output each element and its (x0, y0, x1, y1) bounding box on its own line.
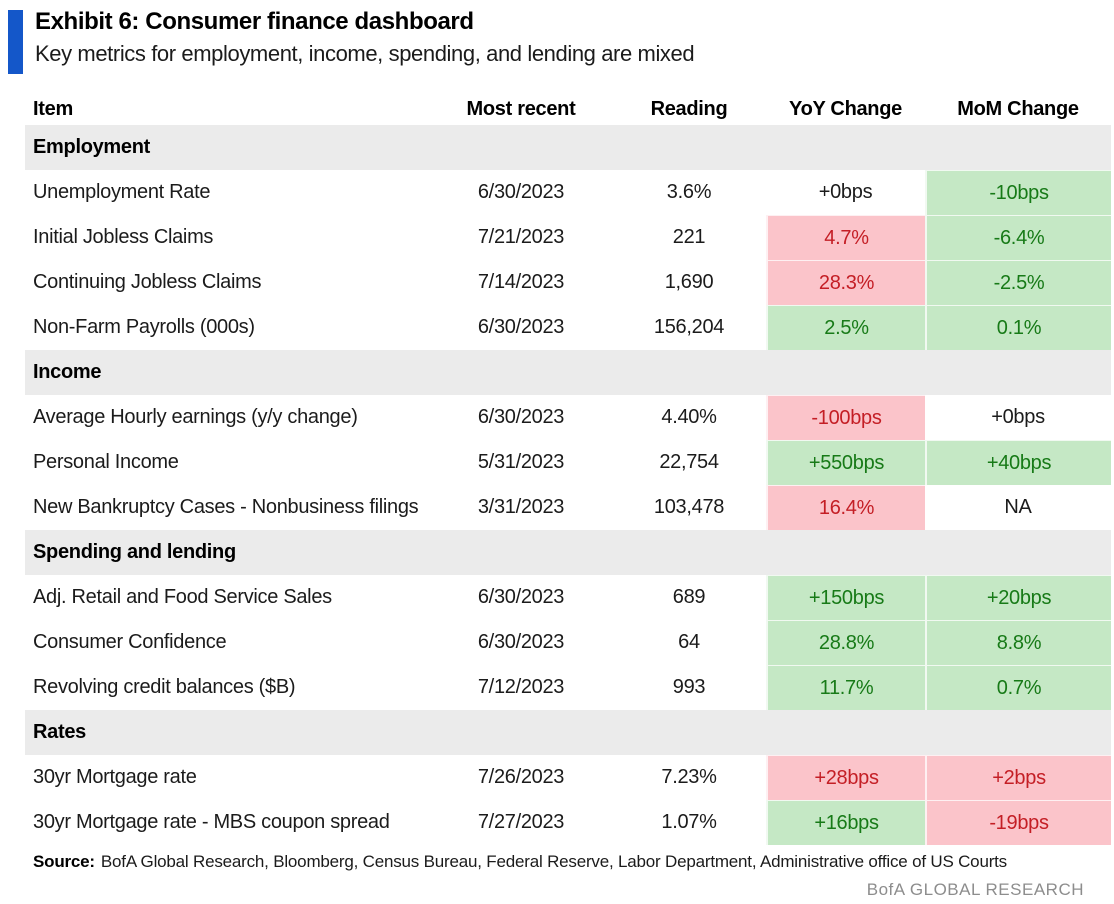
yoy-change-cell: 2.5% (766, 305, 925, 350)
table-row: Consumer Confidence 6/30/2023 64 28.8% 8… (25, 620, 1111, 665)
most-recent-cell: 7/26/2023 (477, 766, 565, 788)
reading-cell: 7.23% (661, 766, 717, 788)
mom-change-cell: +20bps (925, 575, 1111, 620)
mom-change-cell: -6.4% (925, 215, 1111, 260)
mom-change-cell: 8.8% (925, 620, 1111, 665)
item-cell: Revolving credit balances ($B) (33, 676, 296, 698)
most-recent-cell: 6/30/2023 (477, 316, 565, 338)
column-header-item: Item (33, 97, 73, 120)
mom-change-cell: +40bps (925, 440, 1111, 485)
yoy-change-cell: 4.7% (766, 215, 925, 260)
item-cell: 30yr Mortgage rate (33, 766, 197, 788)
item-cell: New Bankruptcy Cases - Nonbusiness filin… (33, 496, 419, 518)
section-row-spending-lending: Spending and lending (25, 530, 1111, 575)
yoy-change-cell: +0bps (818, 181, 873, 203)
yoy-change-cell: 28.8% (766, 620, 925, 665)
reading-cell: 64 (678, 631, 700, 653)
mom-change-cell: 0.1% (925, 305, 1111, 350)
table-row: Revolving credit balances ($B) 7/12/2023… (25, 665, 1111, 710)
section-row-income: Income (25, 350, 1111, 395)
section-label: Employment (25, 125, 1111, 170)
mom-change-cell: +2bps (925, 755, 1111, 800)
most-recent-cell: 6/30/2023 (477, 181, 565, 203)
most-recent-cell: 6/30/2023 (477, 586, 565, 608)
yoy-change-cell: -100bps (766, 395, 925, 440)
item-cell: Initial Jobless Claims (33, 226, 214, 248)
yoy-change-cell: 16.4% (766, 485, 925, 530)
mom-change-cell: -2.5% (925, 260, 1111, 305)
table-row: Continuing Jobless Claims 7/14/2023 1,69… (25, 260, 1111, 305)
item-cell: Unemployment Rate (33, 181, 211, 203)
item-cell: Adj. Retail and Food Service Sales (33, 586, 332, 608)
table-row: Personal Income 5/31/2023 22,754 +550bps… (25, 440, 1111, 485)
table-row: New Bankruptcy Cases - Nonbusiness filin… (25, 485, 1111, 530)
most-recent-cell: 7/27/2023 (477, 811, 565, 833)
reading-cell: 156,204 (653, 316, 725, 338)
yoy-change-cell: +150bps (766, 575, 925, 620)
most-recent-cell: 6/30/2023 (477, 406, 565, 428)
table-row: 30yr Mortgage rate 7/26/2023 7.23% +28bp… (25, 755, 1111, 800)
most-recent-cell: 5/31/2023 (477, 451, 565, 473)
reading-cell: 4.40% (661, 406, 717, 428)
reading-cell: 1.07% (661, 811, 717, 833)
reading-cell: 1,690 (664, 271, 714, 293)
reading-cell: 3.6% (666, 181, 712, 203)
mom-change-cell: -19bps (925, 800, 1111, 845)
dashboard-table: Item Most recent Reading YoY Change MoM … (25, 93, 1111, 845)
reading-cell: 103,478 (653, 496, 725, 518)
reading-cell: 22,754 (659, 451, 719, 473)
mom-change-cell: NA (1004, 496, 1032, 518)
section-label: Income (25, 350, 1111, 395)
source-line: Source: BofA Global Research, Bloomberg, … (33, 852, 1084, 872)
table-row: Adj. Retail and Food Service Sales 6/30/… (25, 575, 1111, 620)
exhibit-title: Exhibit 6: Consumer finance dashboard (35, 8, 474, 35)
table-row: Initial Jobless Claims 7/21/2023 221 4.7… (25, 215, 1111, 260)
yoy-change-cell: +16bps (766, 800, 925, 845)
yoy-change-cell: +550bps (766, 440, 925, 485)
item-cell: Personal Income (33, 451, 179, 473)
table-row: Unemployment Rate 6/30/2023 3.6% +0bps -… (25, 170, 1111, 215)
item-cell: Consumer Confidence (33, 631, 227, 653)
brand-footer: BofA GLOBAL RESEARCH (866, 880, 1084, 899)
most-recent-cell: 7/21/2023 (477, 226, 565, 248)
table-row: 30yr Mortgage rate - MBS coupon spread 7… (25, 800, 1111, 845)
section-label: Rates (25, 710, 1111, 755)
item-cell: Non-Farm Payrolls (000s) (33, 316, 255, 338)
exhibit-subtitle: Key metrics for employment, income, spen… (35, 41, 695, 66)
table-row: Non-Farm Payrolls (000s) 6/30/2023 156,2… (25, 305, 1111, 350)
reading-cell: 689 (672, 586, 706, 608)
most-recent-cell: 7/14/2023 (477, 271, 565, 293)
item-cell: Average Hourly earnings (y/y change) (33, 406, 358, 428)
source-text: BofA Global Research, Bloomberg, Census … (100, 852, 1007, 871)
section-row-rates: Rates (25, 710, 1111, 755)
table-row: Average Hourly earnings (y/y change) 6/3… (25, 395, 1111, 440)
section-row-employment: Employment (25, 125, 1111, 170)
column-header-most-recent: Most recent (466, 97, 576, 120)
yoy-change-cell: +28bps (766, 755, 925, 800)
yoy-change-cell: 28.3% (766, 260, 925, 305)
column-header-yoy-change: YoY Change (789, 97, 902, 120)
item-cell: Continuing Jobless Claims (33, 271, 262, 293)
mom-change-cell: +0bps (991, 406, 1045, 428)
mom-change-cell: 0.7% (925, 665, 1111, 710)
table-header-row: Item Most recent Reading YoY Change MoM … (25, 93, 1111, 125)
source-label: Source: (33, 852, 95, 871)
reading-cell: 221 (672, 226, 706, 248)
item-cell: 30yr Mortgage rate - MBS coupon spread (33, 811, 390, 833)
column-header-reading: Reading (650, 97, 728, 120)
most-recent-cell: 7/12/2023 (477, 676, 565, 698)
reading-cell: 993 (672, 676, 706, 698)
mom-change-cell: -10bps (925, 170, 1111, 215)
accent-bar (8, 10, 23, 74)
most-recent-cell: 3/31/2023 (477, 496, 565, 518)
section-label: Spending and lending (25, 530, 1111, 575)
exhibit-header: Exhibit 6: Consumer finance dashboard Ke… (8, 8, 1106, 80)
yoy-change-cell: 11.7% (766, 665, 925, 710)
most-recent-cell: 6/30/2023 (477, 631, 565, 653)
column-header-mom-change: MoM Change (957, 97, 1079, 120)
